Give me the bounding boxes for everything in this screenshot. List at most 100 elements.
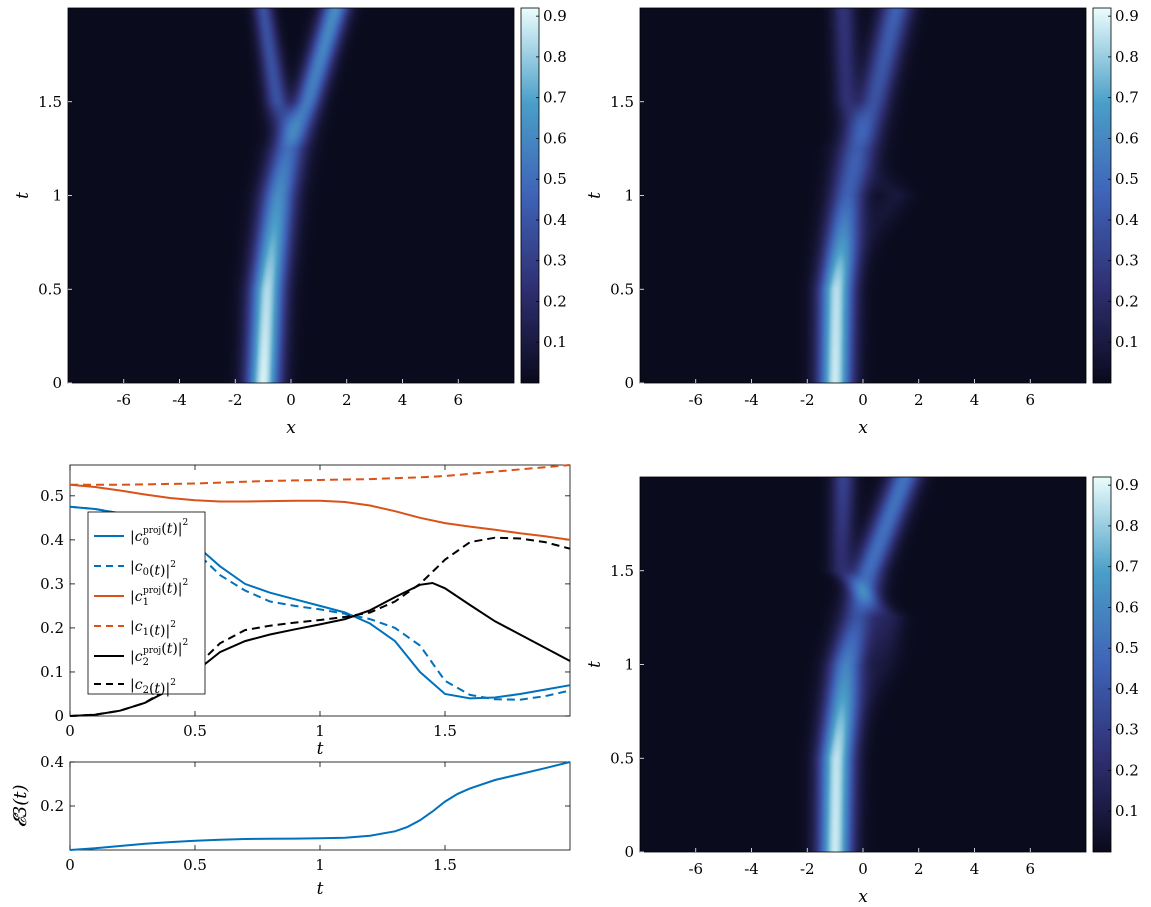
colorbar-tick-label: 0.4: [1115, 211, 1139, 229]
colorbar-frame: [1092, 476, 1112, 853]
y-tick-label: 0: [624, 843, 634, 861]
heatmap-image: [640, 8, 1086, 383]
x-tick-label: -6: [688, 860, 703, 878]
plot-frame: [69, 761, 571, 851]
x-tick-label: 4: [398, 391, 408, 409]
heatmap-top-left: -6 -4 -2 0 2 4 600.511.5xt0.10.20.30.40.50.60.…: [13, 7, 567, 438]
legend-entry: |c2proj(t)|2: [94, 638, 188, 668]
x-axis-label: x: [858, 418, 868, 438]
colorbar: 0.1 0.2 0.3 0.4 0.5 0.6 0.7 0.8 0.9: [1092, 476, 1139, 853]
y-axis-label: t: [13, 192, 33, 199]
series-line-5: [69, 536, 571, 717]
colorbar-frame: [520, 7, 540, 384]
colorbar-tick-label: 0.2: [1115, 292, 1139, 310]
series-line-4: [69, 581, 571, 717]
legend-entry: |c2(t)|2: [94, 677, 176, 697]
y-tick-label: 0.4: [40, 531, 64, 549]
colorbar: 0.1 0.2 0.3 0.4 0.5 0.6 0.7 0.8 0.9: [520, 7, 567, 384]
colorbar-tick-label: 0.1: [1115, 333, 1139, 351]
y-tick-label: 0.2: [40, 619, 64, 637]
legend-label: |c2proj(t)|2: [130, 638, 188, 668]
legend-entry: |c0(t)|2: [94, 559, 176, 579]
colorbar-tick-label: 0.6: [543, 129, 567, 147]
legend-label: |c1(t)|2: [130, 619, 176, 639]
series-line-2: [69, 483, 571, 541]
series-line-3: [70, 464, 571, 486]
colorbar-tick-label: 0.4: [543, 211, 567, 229]
x-tick-label: 1.5: [433, 856, 457, 874]
y-tick-label: 0.1: [40, 663, 64, 681]
legend-box: [87, 511, 206, 695]
x-tick-label: -6: [116, 391, 131, 409]
x-axis-label: t: [317, 879, 324, 899]
colorbar-tick-label: 0.7: [1115, 558, 1139, 576]
y-tick-label: 1.5: [610, 562, 634, 580]
x-tick-label: 2: [342, 391, 352, 409]
x-tick-label: -4: [744, 860, 759, 878]
colorbar-tick-label: 0.1: [543, 333, 567, 351]
y-tick-label: 1: [624, 656, 634, 674]
y-axis-label: t: [585, 192, 605, 199]
colorbar-tick-label: 0.6: [1115, 598, 1139, 616]
x-tick-label: 6: [453, 391, 463, 409]
colorbar-gradient: [1093, 477, 1111, 852]
colorbar-tick-label: 0.7: [543, 89, 567, 107]
x-tick-label: -2: [228, 391, 243, 409]
colorbar-frame: [1092, 7, 1112, 384]
x-tick-label: 2: [914, 860, 924, 878]
colorbar-tick-label: 0.5: [1115, 170, 1139, 188]
x-tick-label: 6: [1025, 391, 1035, 409]
x-tick-label: 2: [914, 391, 924, 409]
colorbar: 0.1 0.2 0.3 0.4 0.5 0.6 0.7 0.8 0.9: [1092, 7, 1139, 384]
colorbar-tick-label: 0.3: [1115, 252, 1139, 270]
legend-label: |c0proj(t)|2: [130, 518, 188, 548]
heatmap-image: [68, 8, 514, 383]
colorbar-tick-label: 0.5: [543, 170, 567, 188]
series-line-1: [69, 505, 571, 701]
x-tick-label: 0: [65, 856, 75, 874]
y-tick-label: 0.5: [40, 487, 64, 505]
x-tick-label: -2: [800, 391, 815, 409]
colorbar-tick-label: 0.4: [1115, 680, 1139, 698]
colorbar-gradient: [521, 8, 539, 383]
colorbar-tick-label: 0.2: [1115, 761, 1139, 779]
x-tick-label: -6: [688, 391, 703, 409]
colorbar-tick-label: 0.2: [543, 292, 567, 310]
y-tick-label: 1.5: [38, 93, 62, 111]
legend-label: |c0(t)|2: [130, 559, 176, 579]
x-tick-label: -4: [744, 391, 759, 409]
x-tick-label: -2: [800, 860, 815, 878]
series-line-0: [69, 761, 571, 851]
x-tick-label: 4: [970, 391, 980, 409]
x-axis-label: x: [858, 887, 868, 907]
colorbar-tick-label: 0.8: [1115, 517, 1139, 535]
y-tick-label: 0: [52, 374, 62, 392]
x-tick-label: 0.5: [183, 856, 207, 874]
x-tick-label: 4: [970, 860, 980, 878]
colorbar-gradient: [1093, 8, 1111, 383]
y-tick-label: 0.4: [40, 753, 64, 771]
x-tick-label: 1: [315, 722, 325, 740]
x-tick-label: 6: [1025, 860, 1035, 878]
colorbar-tick-label: 0.8: [1115, 48, 1139, 66]
colorbar-tick-label: 0.9: [1115, 7, 1139, 25]
colorbar-tick-label: 0.3: [1115, 721, 1139, 739]
legend-entry: |c0proj(t)|2: [94, 518, 188, 548]
y-tick-label: 1: [52, 187, 62, 205]
y-tick-label: 1: [624, 187, 634, 205]
x-tick-label: 0: [858, 391, 868, 409]
legend-label: |c1proj(t)|2: [130, 578, 188, 608]
colorbar-tick-label: 0.1: [1115, 802, 1139, 820]
y-tick-label: 0: [54, 707, 64, 725]
x-axis-label: x: [286, 418, 296, 438]
y-axis-label: t: [585, 661, 605, 668]
error-plot: 0 0.5 1 1.5 0.2 0.4 t 𝓔3(t): [10, 753, 571, 899]
legend-label: |c2(t)|2: [130, 677, 176, 697]
x-tick-label: 1.5: [433, 722, 457, 740]
colorbar-tick-label: 0.8: [543, 48, 567, 66]
colorbar-tick-label: 0.9: [543, 7, 567, 25]
x-tick-label: 0: [858, 860, 868, 878]
x-axis-label: t: [317, 739, 324, 759]
x-tick-label: 0: [286, 391, 296, 409]
